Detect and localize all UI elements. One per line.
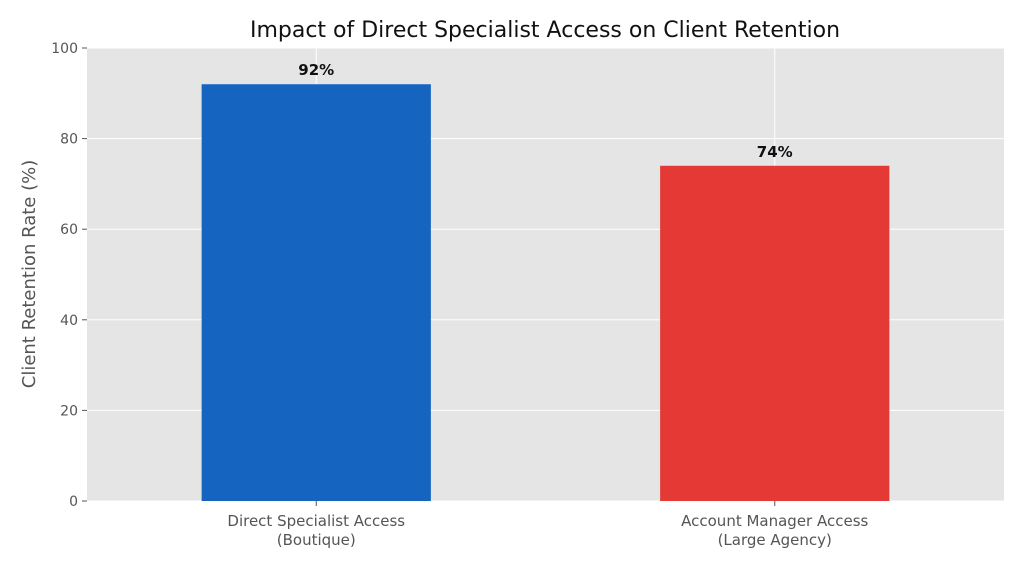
x-axis-ticks: Direct Specialist Access(Boutique) Accoun… xyxy=(227,501,869,549)
x-tick-label: Direct Specialist Access xyxy=(227,512,405,530)
y-tick-label: 40 xyxy=(60,313,78,329)
bars xyxy=(201,84,890,502)
bar xyxy=(201,84,431,502)
x-tick-label: (Boutique) xyxy=(277,531,356,549)
data-labels: 92% 74% xyxy=(298,61,792,161)
chart-title: Impact of Direct Specialist Access on Cl… xyxy=(250,18,840,43)
data-label: 92% xyxy=(298,61,334,79)
y-axis-label: Client Retention Rate (%) xyxy=(19,160,40,389)
y-tick-label: 100 xyxy=(51,41,78,57)
y-tick-label: 0 xyxy=(69,494,78,510)
x-tick-label: (Large Agency) xyxy=(718,531,832,549)
y-tick-label: 20 xyxy=(60,403,78,419)
y-tick-label: 60 xyxy=(60,222,78,238)
x-tick-label: Account Manager Access xyxy=(681,512,868,530)
y-axis-ticks: 0 20 40 60 80 100 xyxy=(51,41,87,510)
data-label: 74% xyxy=(757,143,793,161)
y-tick-label: 80 xyxy=(60,132,78,148)
bar xyxy=(660,165,890,501)
